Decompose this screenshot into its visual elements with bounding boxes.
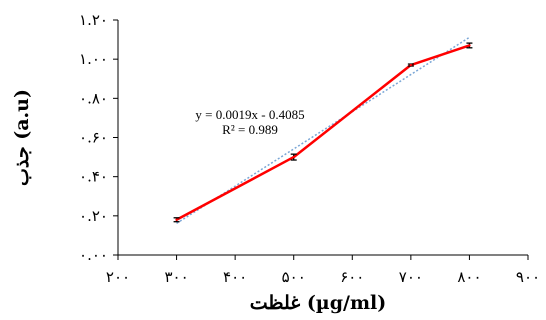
x-axis-ticks: ۲۰۰ ۳۰۰ ۴۰۰ ۵۰۰ ۶۰۰ ۷۰۰ ۸۰۰ ۹۰۰ bbox=[106, 255, 540, 286]
trendline-r-squared: R² = 0.989 bbox=[222, 122, 278, 137]
data-point bbox=[468, 44, 471, 47]
y-tick-label: ۰.۸۰ bbox=[79, 89, 108, 107]
y-tick-label: ۱.۲۰ bbox=[79, 11, 108, 29]
x-tick-label: ۷۰۰ bbox=[399, 268, 423, 286]
y-tick-label: ۰.۰۰ bbox=[79, 246, 108, 264]
x-tick-label: ۴۰۰ bbox=[223, 268, 247, 286]
y-tick-label: ۰.۴۰ bbox=[79, 168, 108, 186]
y-tick-label: ۰.۶۰ bbox=[79, 129, 108, 147]
data-point bbox=[175, 218, 178, 221]
data-point bbox=[409, 63, 413, 67]
x-tick-label: ۳۰۰ bbox=[164, 268, 188, 286]
trendline-equation: y = 0.0019x - 0.4085 bbox=[195, 107, 304, 122]
x-axis-title: غلظت (µg/ml) bbox=[250, 292, 387, 314]
y-tick-label: ۱.۰۰ bbox=[79, 50, 108, 68]
x-tick-label: ۵۰۰ bbox=[282, 268, 306, 286]
x-tick-label: ۹۰۰ bbox=[516, 268, 540, 286]
x-tick-label: ۶۰۰ bbox=[340, 268, 364, 286]
series-line bbox=[175, 44, 470, 221]
data-point bbox=[292, 155, 295, 159]
x-tick-label: ۸۰۰ bbox=[457, 268, 481, 286]
x-tick-label: ۲۰۰ bbox=[106, 268, 130, 286]
data-series bbox=[173, 42, 473, 223]
y-tick-label: ۰.۲۰ bbox=[79, 207, 108, 225]
y-axis-title: جذب (a.u) bbox=[11, 89, 33, 186]
y-axis-ticks: ۰.۰۰ ۰.۲۰ ۰.۴۰ ۰.۶۰ ۰.۸۰ ۱.۰۰ ۱.۲۰ bbox=[79, 11, 118, 264]
